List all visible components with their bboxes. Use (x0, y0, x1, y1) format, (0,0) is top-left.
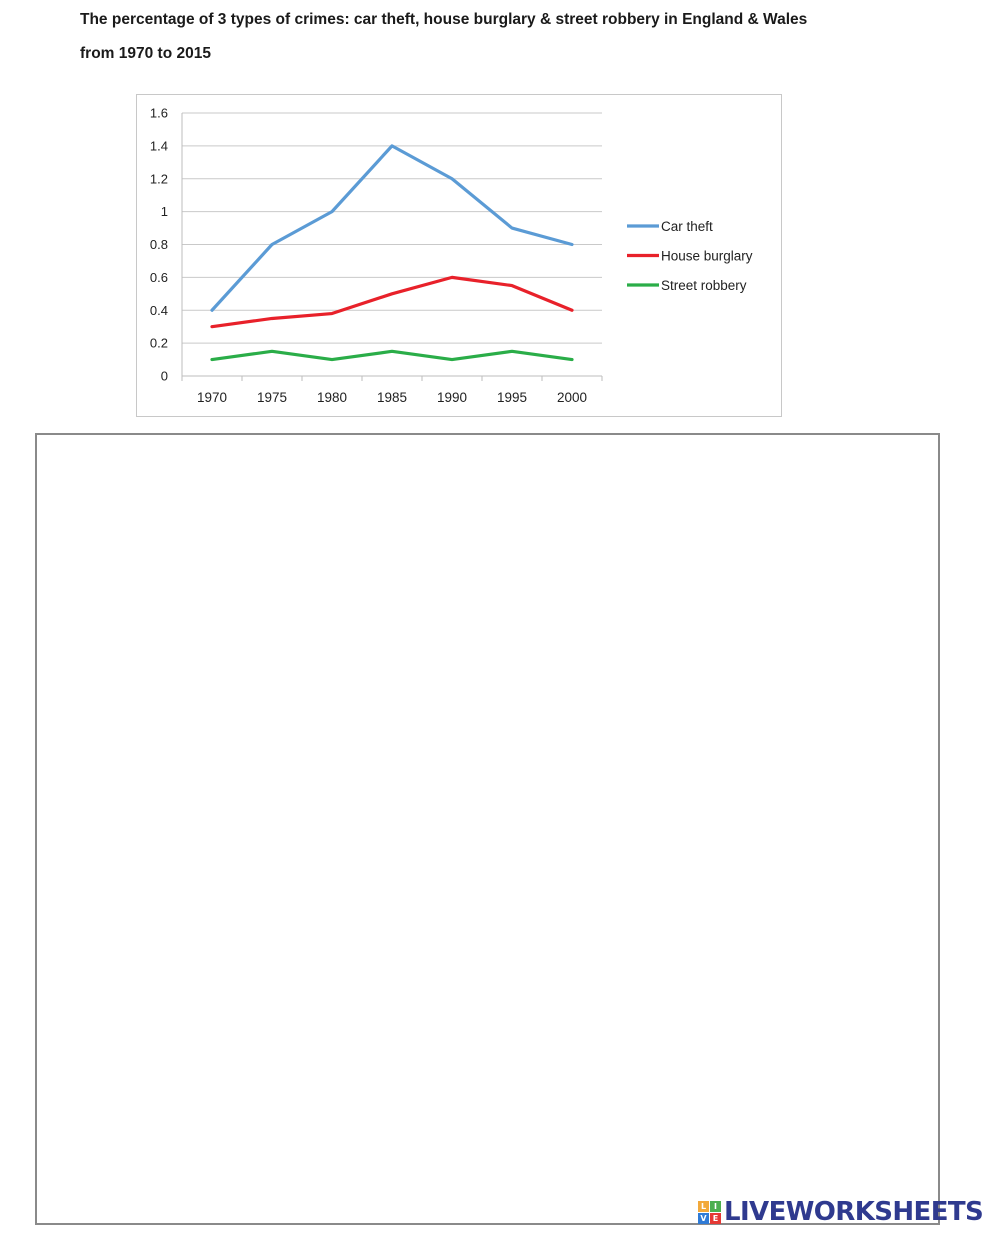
x-tick-label: 1990 (437, 390, 467, 405)
logo-wordmark: LIVEWORKSHEETS (724, 1197, 984, 1227)
liveworksheets-logo: L I V E LIVEWORKSHEETS (698, 1197, 984, 1227)
x-tick-label: 1980 (317, 390, 347, 405)
x-tick-label: 1995 (497, 390, 527, 405)
logo-letter: L (698, 1200, 709, 1212)
y-tick-label: 0.2 (150, 336, 168, 351)
chart-title-line-1: The percentage of 3 types of crimes: car… (80, 11, 808, 28)
logo-letter: I (710, 1200, 721, 1212)
legend-label: Car theft (661, 219, 713, 234)
chart-title-line-2: from 1970 to 2015 (80, 45, 211, 62)
y-tick-label: 1 (161, 204, 168, 219)
logo-letter: E (710, 1212, 721, 1224)
x-tick-label: 1985 (377, 390, 407, 405)
x-tick-label: 2000 (557, 390, 587, 405)
series-line-street-robbery (210, 349, 574, 362)
y-tick-label: 1.6 (150, 106, 168, 121)
chart-canvas: 0 0.2 0.4 0.6 0.8 1 1.2 1.4 1.6 1970 1975 1980 1985 1… (150, 106, 753, 406)
series-line-car-theft (210, 144, 574, 312)
line-chart: 0 0.2 0.4 0.6 0.8 1 1.2 1.4 1.6 1970 1975 1980 1985 1… (136, 94, 782, 417)
legend-label: House burglary (661, 249, 753, 264)
legend-label: Street robbery (661, 278, 747, 293)
y-tick-label: 0 (161, 369, 168, 384)
y-tick-label: 0.4 (150, 303, 168, 318)
logo-letter: V (698, 1212, 709, 1224)
answer-box[interactable] (35, 433, 940, 1225)
y-tick-label: 1.2 (150, 171, 168, 186)
logo-mark-icon: L I V E (698, 1200, 721, 1224)
series-line-house-burglary (210, 275, 574, 329)
x-tick-label: 1975 (257, 390, 287, 405)
y-tick-label: 1.4 (150, 138, 168, 153)
y-tick-label: 0.8 (150, 237, 168, 252)
y-tick-label: 0.6 (150, 270, 168, 285)
x-tick-label: 1970 (197, 390, 227, 405)
